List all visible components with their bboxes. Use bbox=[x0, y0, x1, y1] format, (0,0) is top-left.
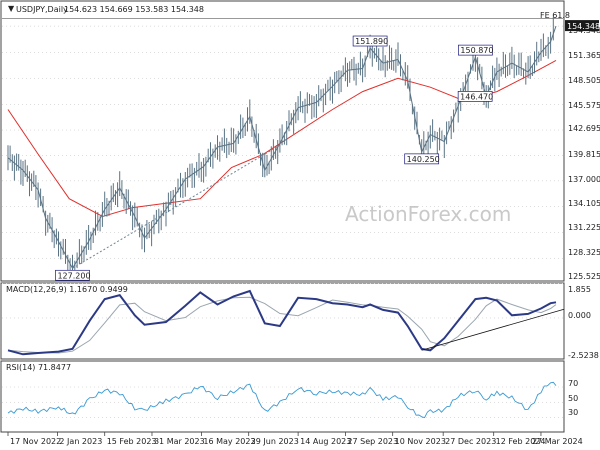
rsi-label: RSI(14) 71.8477 bbox=[6, 363, 71, 372]
price-tick-6: 137.000 bbox=[568, 175, 600, 184]
annotation-label: 151.890 bbox=[355, 37, 388, 46]
price-panel-border bbox=[0, 0, 565, 282]
watermark-text: ActionForex.com bbox=[345, 202, 511, 226]
time-tick-label: 10 Nov 2023 bbox=[395, 437, 446, 446]
time-tick-label: 27 Mar 2024 bbox=[532, 437, 583, 446]
macd-label: MACD(12,26,9) 1.1670 0.9499 bbox=[6, 285, 128, 294]
price-tick-3: 145.575 bbox=[568, 101, 600, 110]
time-tick-label: 17 Nov 2022 bbox=[10, 437, 61, 446]
time-tick-label: 31 Mar 2023 bbox=[154, 437, 205, 446]
last-price-badge bbox=[565, 20, 599, 32]
symbol-label: USDJPY,Daily bbox=[16, 5, 68, 14]
time-tick-label: 16 May 2023 bbox=[203, 437, 255, 446]
price-tick-4: 142.695 bbox=[568, 124, 600, 133]
time-tick-label: 15 Feb 2023 bbox=[107, 437, 157, 446]
macd-trendline bbox=[421, 308, 565, 351]
annotation-label: 127.200 bbox=[57, 271, 90, 280]
price-tick-2: 148.505 bbox=[568, 76, 600, 85]
macd-tick-0: 1.855 bbox=[568, 285, 591, 294]
macd-line bbox=[7, 289, 557, 356]
annotation-label: 146.470 bbox=[460, 92, 493, 101]
price-tick-10: 125.525 bbox=[568, 272, 600, 281]
price-tick-1: 151.365 bbox=[568, 51, 600, 60]
last-price-label: 154.348 bbox=[567, 22, 600, 31]
annotation-box bbox=[457, 91, 493, 102]
time-tick-label: 27 Dec 2023 bbox=[445, 437, 496, 446]
price-tick-8: 131.225 bbox=[568, 223, 600, 232]
price-tick-7: 134.105 bbox=[568, 199, 600, 208]
chart-dynamic-layer: 127.200 151.890 140.250 150.870 146.470 154.3… bbox=[2, 16, 600, 446]
price-axis: 154.348 151.365 148.505 145.575 142.695 … bbox=[568, 26, 600, 281]
time-tick-label: 2 Jan 2023 bbox=[59, 437, 102, 446]
macd-axis: 1.855 0.000 -2.5238 bbox=[568, 285, 599, 360]
macd-tick-1: 0.000 bbox=[568, 311, 591, 320]
annotation-box bbox=[352, 35, 388, 47]
rsi-tick-1: 50 bbox=[568, 394, 578, 403]
rsi-panel-border bbox=[0, 360, 565, 433]
macd-tick-2: -2.5238 bbox=[568, 351, 599, 360]
ohlc-label: 154.623 154.669 153.583 154.348 bbox=[64, 5, 204, 14]
time-tick-label: 14 Aug 2023 bbox=[300, 437, 351, 446]
annotation-box bbox=[458, 44, 493, 56]
macd-signal-line bbox=[7, 296, 557, 354]
annotation-label: 140.250 bbox=[407, 155, 440, 164]
rsi-tick-0: 70 bbox=[568, 379, 578, 388]
annotation-label: 150.870 bbox=[460, 46, 493, 55]
rsi-axis: 70 50 30 bbox=[568, 379, 578, 417]
time-tick-label: 29 Jun 2023 bbox=[251, 437, 299, 446]
price-line bbox=[7, 25, 557, 270]
rsi-tick-2: 30 bbox=[568, 408, 578, 417]
price-tick-9: 128.325 bbox=[568, 248, 600, 257]
price-tick-5: 139.815 bbox=[568, 150, 600, 159]
chart-dropdown-icon: ▼ bbox=[8, 4, 15, 13]
time-tick-label: 27 Sep 2023 bbox=[347, 437, 398, 446]
rsi-line bbox=[7, 381, 557, 419]
annotation-box bbox=[404, 153, 440, 165]
fe-level-label: FE 61.8 bbox=[540, 11, 570, 20]
annotation-box bbox=[55, 269, 90, 281]
time-tick-label: 12 Feb 2024 bbox=[496, 437, 546, 446]
support-trendline bbox=[72, 144, 281, 269]
